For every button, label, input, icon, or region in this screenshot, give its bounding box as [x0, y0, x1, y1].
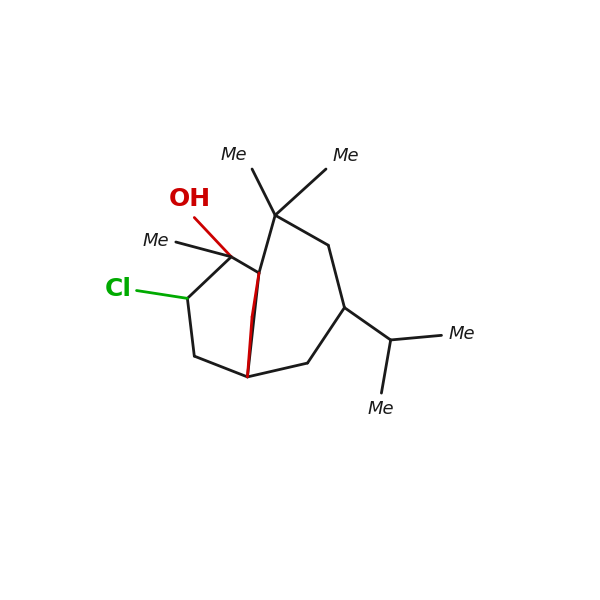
Text: Me: Me	[448, 325, 475, 343]
Text: Cl: Cl	[105, 277, 132, 301]
Text: Me: Me	[142, 232, 169, 250]
Text: OH: OH	[169, 187, 211, 211]
Text: Me: Me	[367, 400, 394, 418]
Text: Me: Me	[221, 146, 247, 164]
Text: Me: Me	[333, 148, 359, 166]
